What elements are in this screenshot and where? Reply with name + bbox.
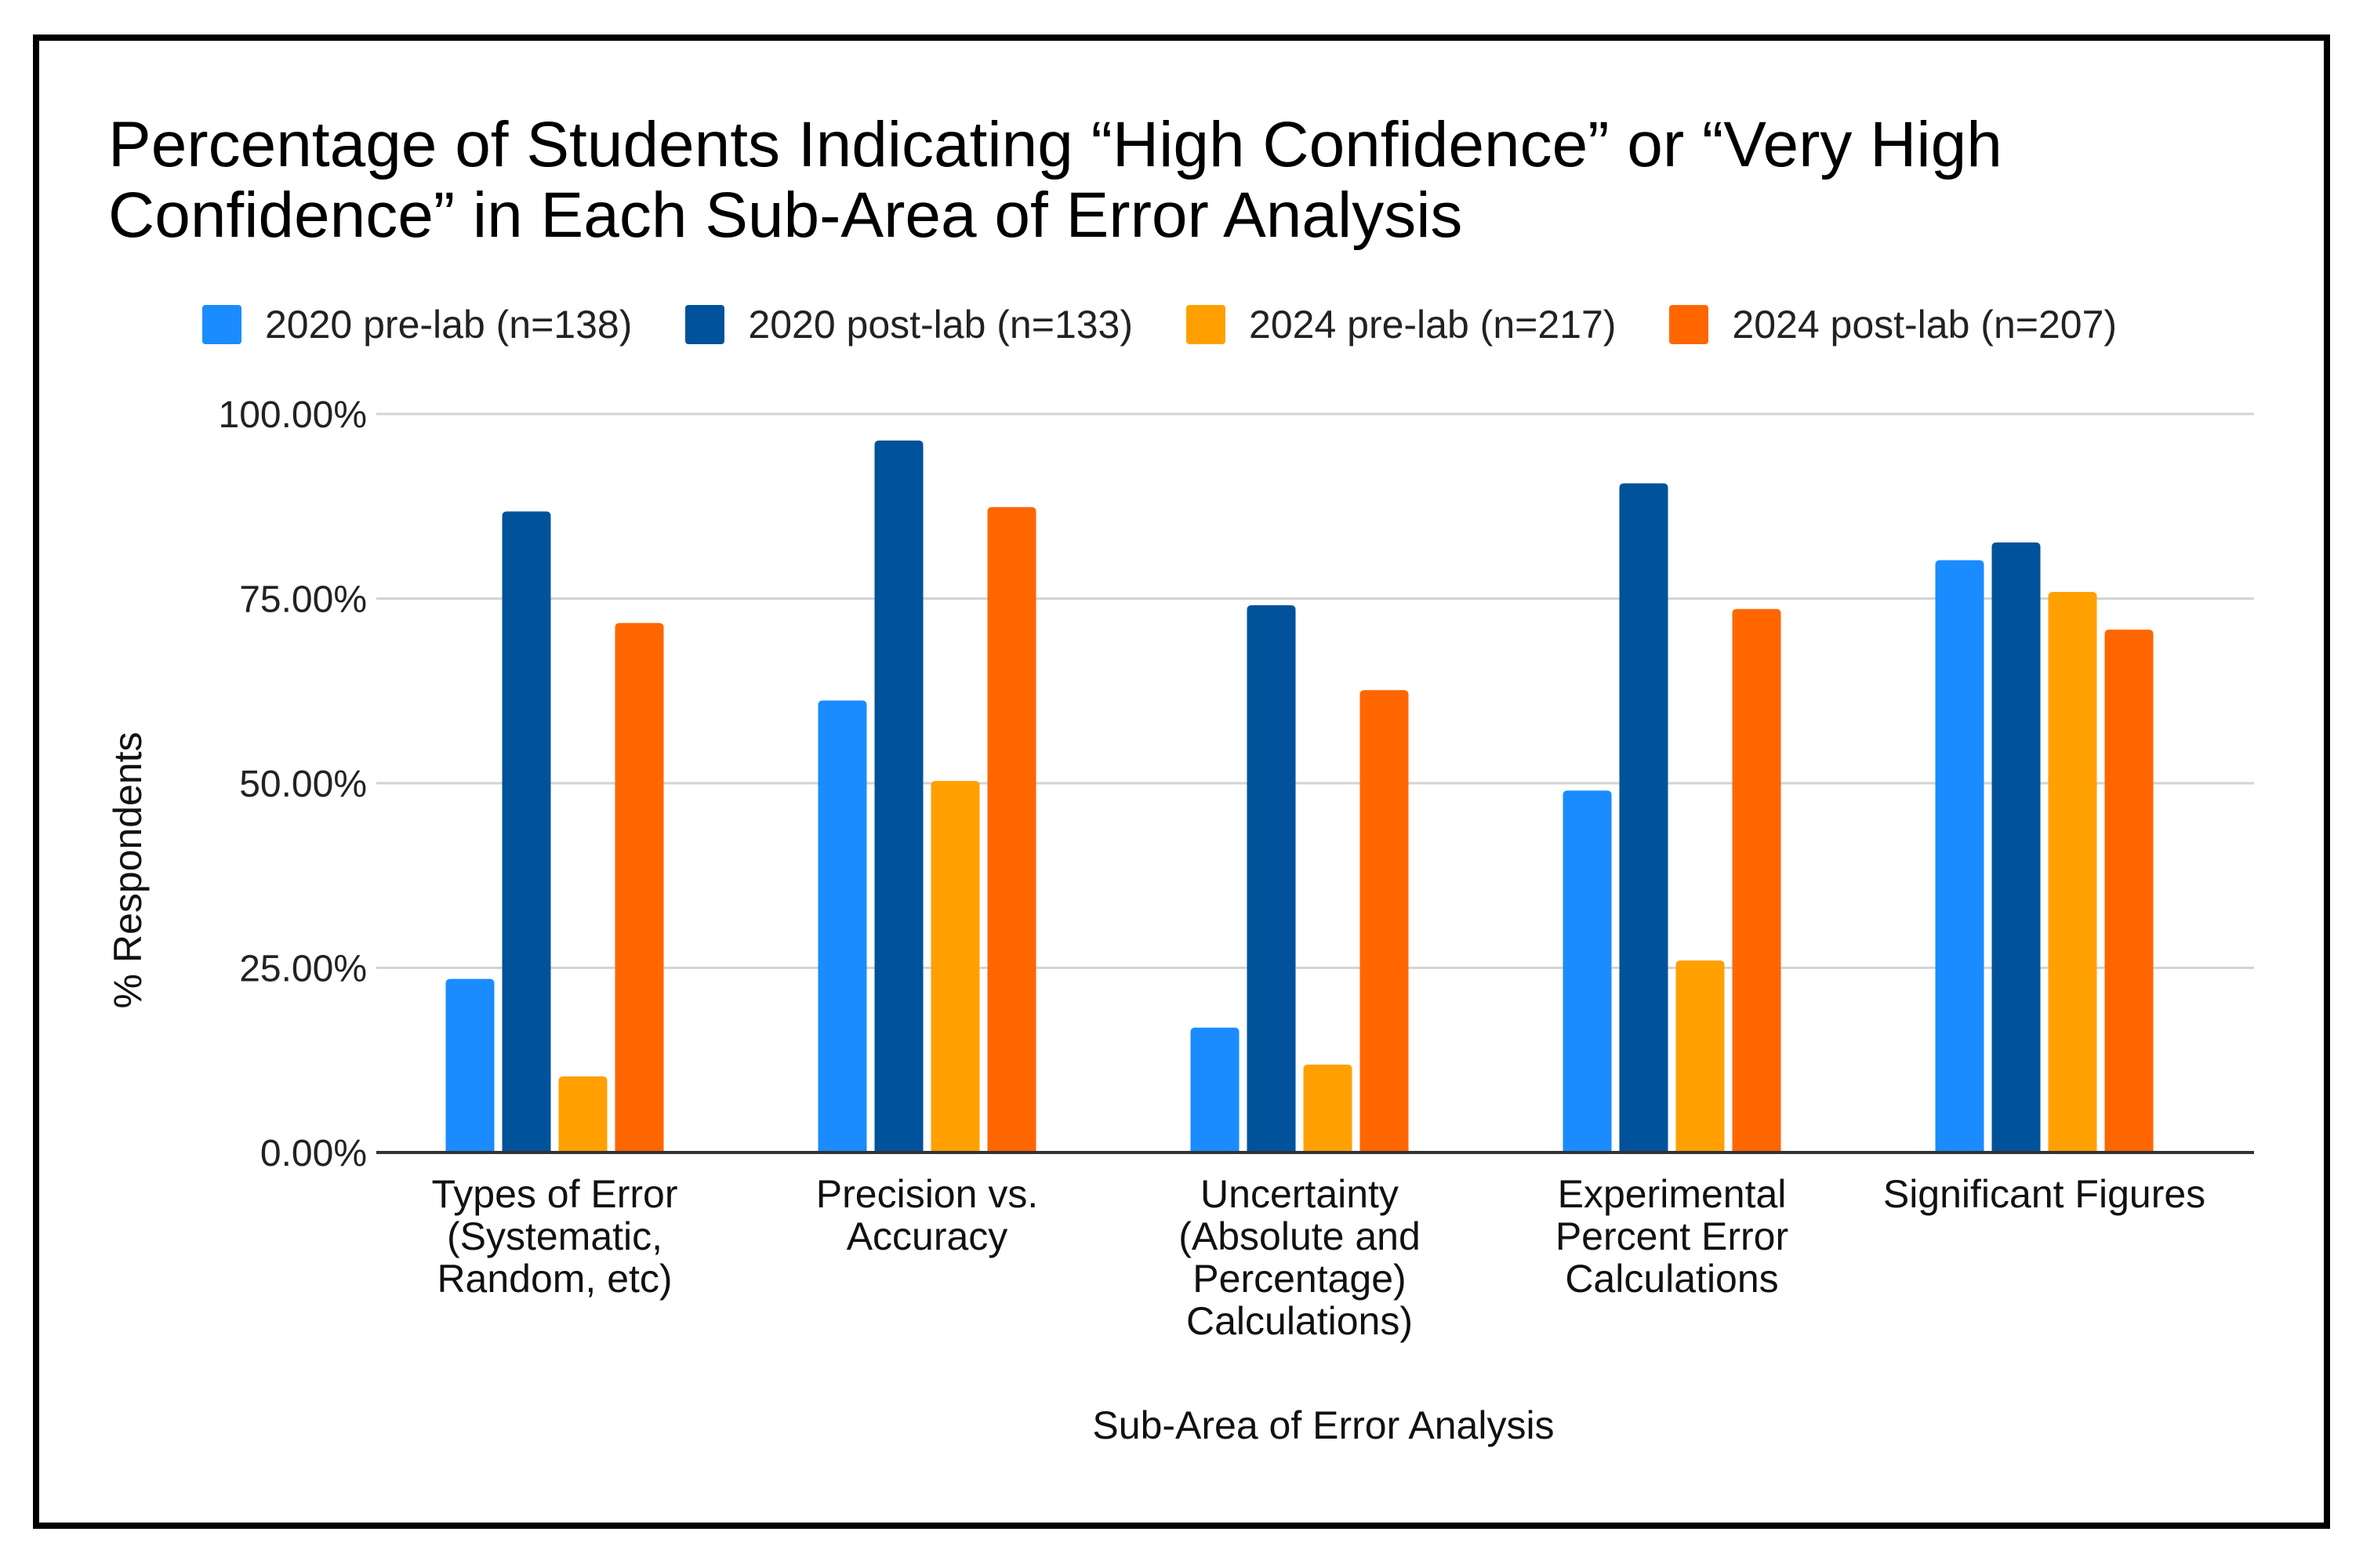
legend-swatch-2024-post-lab: [1669, 305, 1709, 344]
y-tick-label: 25.00%: [239, 949, 367, 990]
bar-2020-pre-lab-2: [818, 700, 867, 1152]
bar-2024-pre-lab-1: [558, 1076, 608, 1152]
legend-item-2024-pre-lab: 2024 pre-lab (n=217): [1186, 302, 1616, 347]
legend-label-2020-post-lab: 2020 post-lab (n=133): [748, 303, 1134, 347]
x-category-label: Uncertainty (Absolute and Percentage) Calcu…: [1178, 1172, 1421, 1343]
legend-item-2020-pre-lab: 2020 pre-lab (n=138): [202, 302, 632, 347]
x-axis-category-labels: Types of Error (Systematic, Random, etc) Pr…: [432, 1172, 2206, 1343]
bar-2020-post-lab-4: [1619, 483, 1668, 1152]
bars: [445, 440, 2154, 1152]
bar-2024-post-lab-5: [2104, 630, 2154, 1152]
bar-2024-post-lab-1: [615, 622, 664, 1152]
y-axis-title: % Respondents: [106, 731, 150, 1008]
legend-swatch-2020-post-lab: [685, 305, 725, 344]
y-tick-label: 75.00%: [239, 579, 367, 621]
y-tick-label: 100.00%: [219, 394, 368, 436]
legend-label-2024-post-lab: 2024 post-lab (n=207): [1732, 303, 2118, 347]
legend: 2020 pre-lab (n=138) 2020 post-lab (n=13…: [202, 299, 2170, 350]
bar-2020-pre-lab-5: [1935, 560, 1984, 1152]
chart-title-line-2: Confidence” in Each Sub-Area of Error An…: [108, 180, 1463, 251]
x-category-label: Precision vs. Accuracy: [816, 1172, 1038, 1258]
bar-2024-pre-lab-4: [1675, 960, 1725, 1152]
bar-2024-pre-lab-5: [2048, 592, 2097, 1152]
bar-2020-post-lab-1: [502, 511, 551, 1152]
legend-item-2024-post-lab: 2024 post-lab (n=207): [1669, 302, 2117, 347]
legend-label-2024-pre-lab: 2024 pre-lab (n=217): [1249, 303, 1617, 347]
bar-2020-post-lab-2: [874, 440, 924, 1152]
legend-swatch-2020-pre-lab: [202, 305, 241, 344]
x-category-label: Experimental Percent Error Calculations: [1555, 1172, 1788, 1301]
bar-2020-pre-lab-1: [445, 978, 495, 1152]
y-tick-label: 50.00%: [239, 764, 367, 805]
bar-2020-post-lab-5: [1991, 542, 2041, 1152]
legend-swatch-2024-pre-lab: [1186, 305, 1226, 344]
x-category-label: Significant Figures: [1883, 1172, 2205, 1216]
bar-2020-pre-lab-3: [1190, 1027, 1240, 1152]
y-axis-tick-labels: 0.00% 25.00% 50.00% 75.00% 100.00%: [219, 394, 368, 1174]
x-category-label: Types of Error (Systematic, Random, etc): [432, 1172, 678, 1301]
bar-2024-post-lab-3: [1359, 690, 1409, 1152]
x-axis-title: Sub-Area of Error Analysis: [1092, 1403, 1554, 1447]
chart-title: Percentage of Students Indicating “High …: [108, 110, 2225, 251]
bar-2024-pre-lab-3: [1303, 1064, 1352, 1152]
y-tick-label: 0.00%: [260, 1133, 367, 1174]
bar-2024-post-lab-2: [987, 506, 1036, 1152]
bar-2024-pre-lab-2: [931, 781, 980, 1152]
legend-label-2020-pre-lab: 2020 pre-lab (n=138): [265, 303, 633, 347]
bar-2020-pre-lab-4: [1563, 790, 1612, 1152]
bar-2020-post-lab-3: [1247, 604, 1296, 1152]
legend-item-2020-post-lab: 2020 post-lab (n=133): [685, 302, 1133, 347]
chart-title-line-1: Percentage of Students Indicating “High …: [108, 109, 2002, 180]
bar-2024-post-lab-4: [1732, 608, 1781, 1152]
